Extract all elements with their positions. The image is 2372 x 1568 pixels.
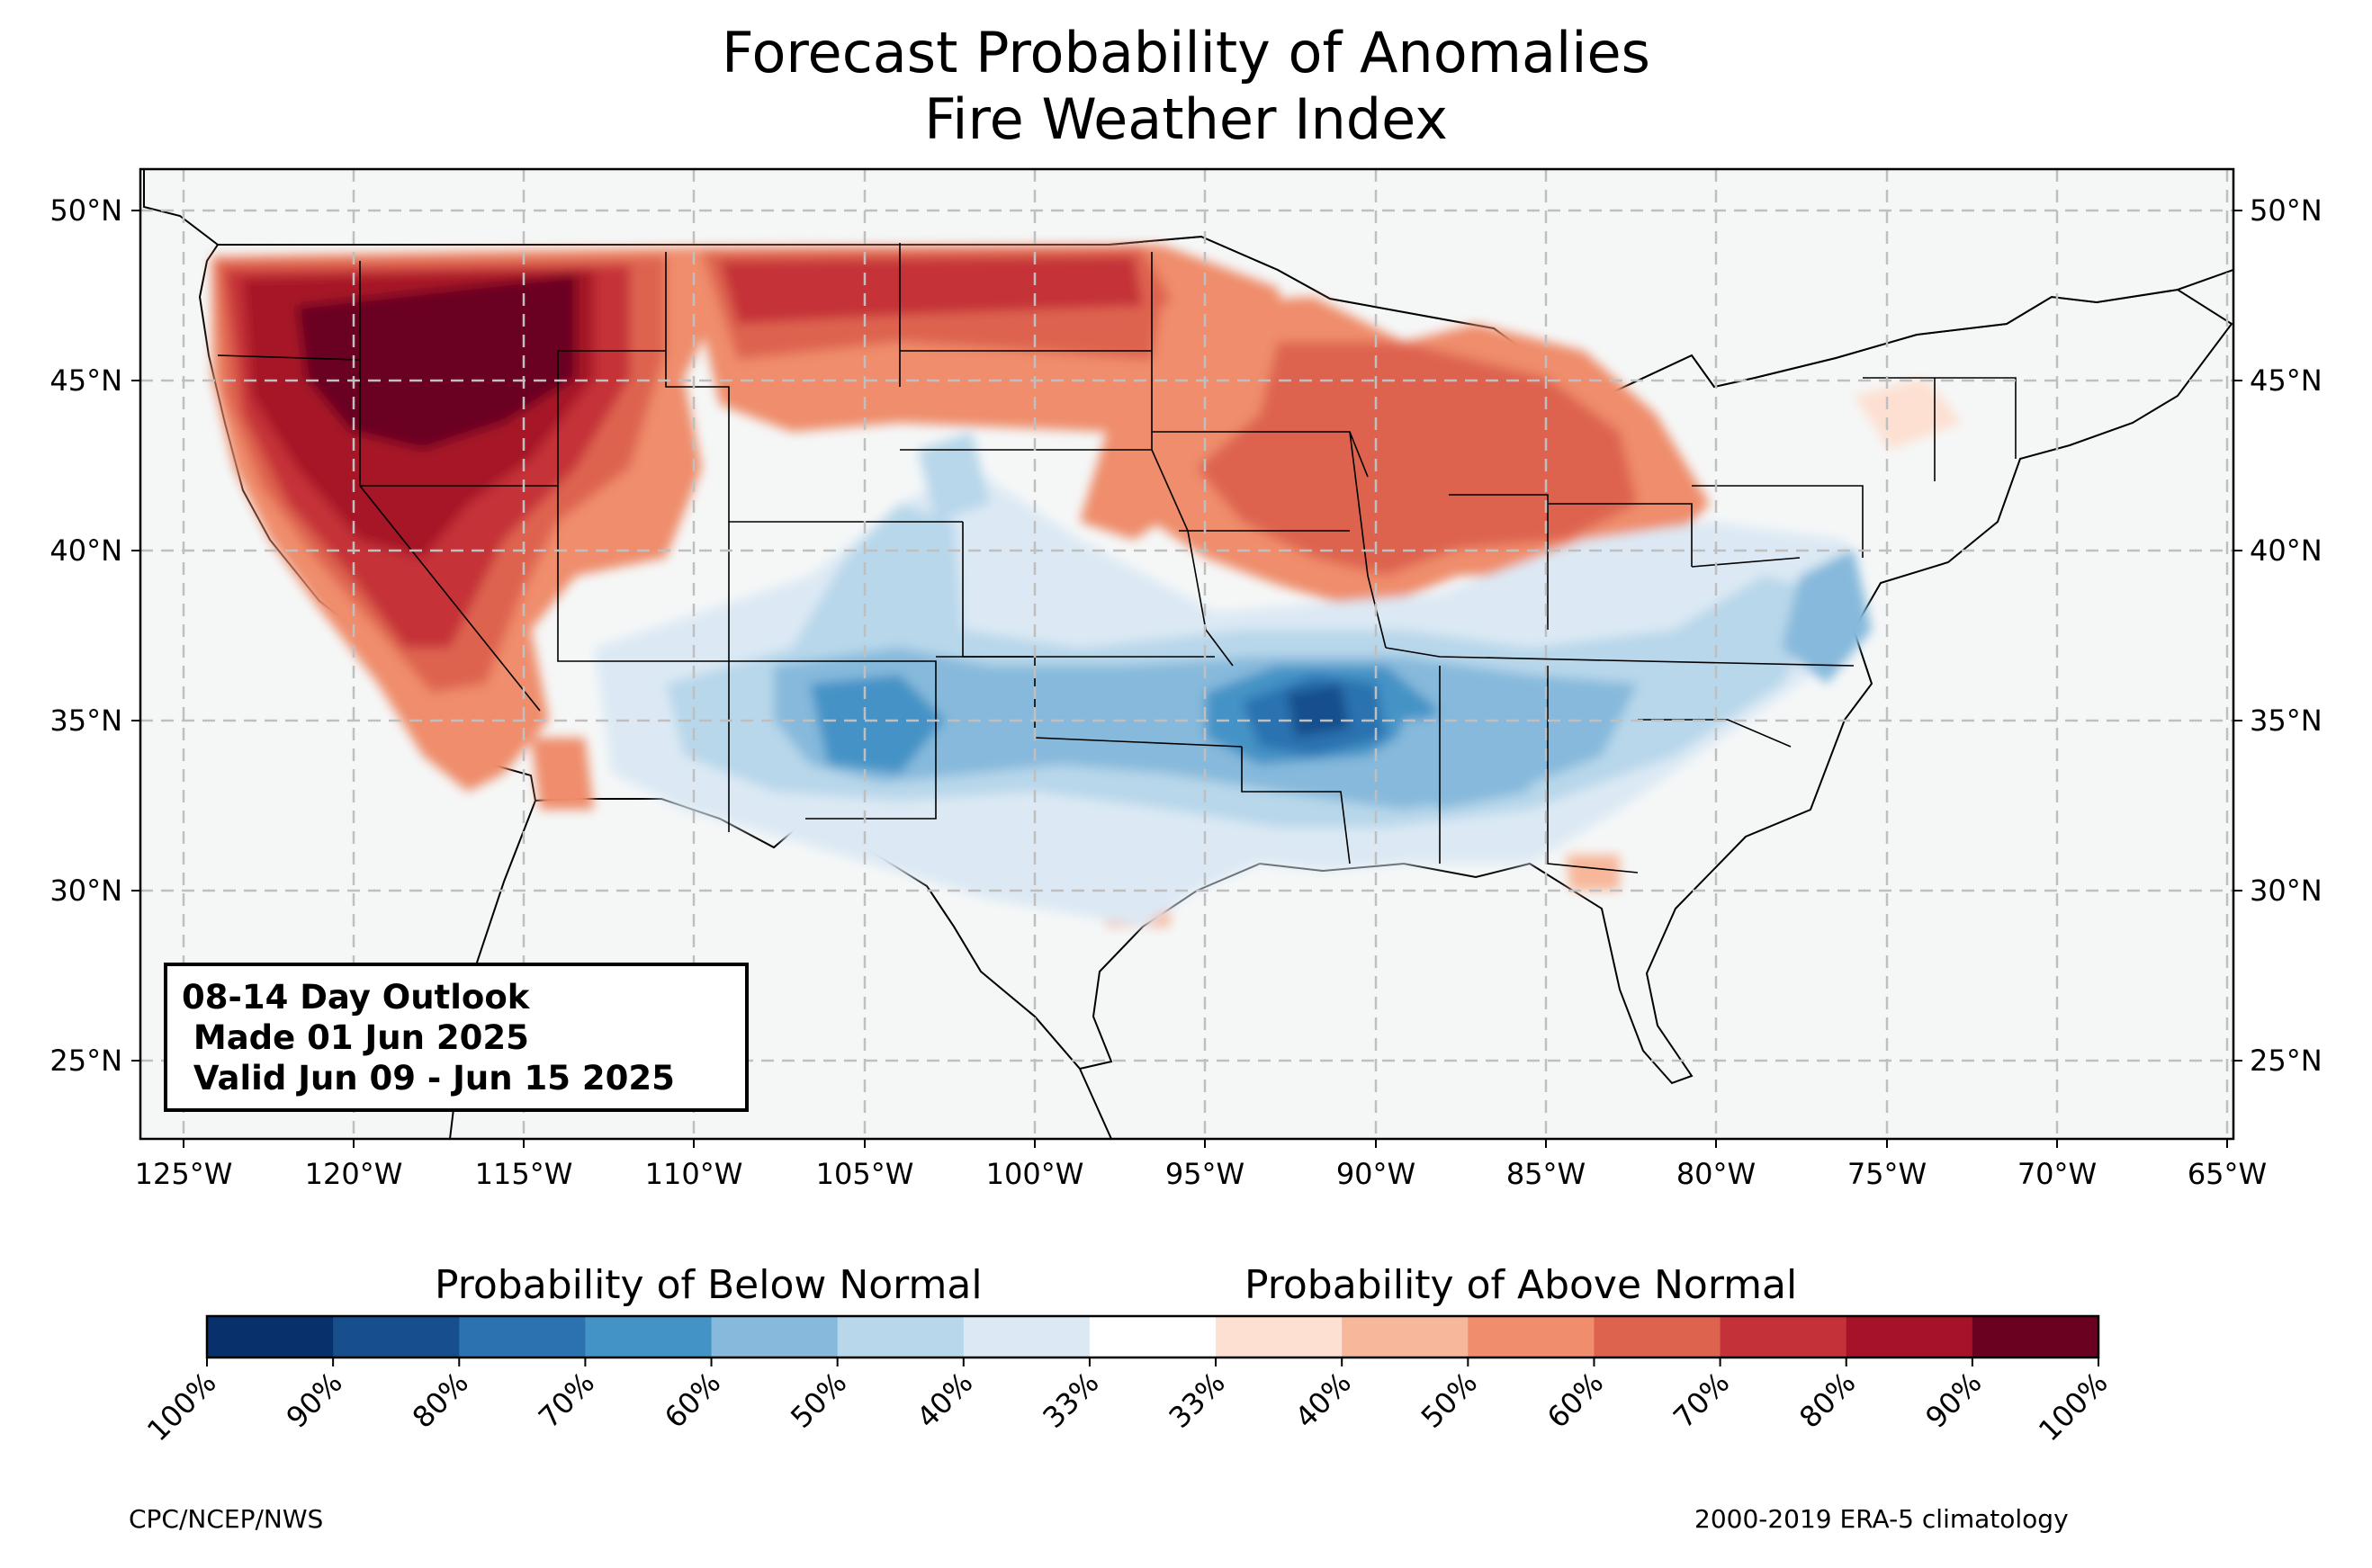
colorbar-tick-label: 60% [1541, 1366, 1610, 1435]
credit-climatology: 2000-2019 ERA-5 climatology [1694, 1504, 2069, 1534]
colorbar-swatch [837, 1316, 965, 1357]
colorbar-below-label: Probability of Below Normal [435, 1262, 983, 1308]
lat-tick-label: 40°N [49, 533, 122, 568]
lat-tick-label: 40°N [2250, 533, 2323, 568]
colorbar-tick-label: 70% [532, 1366, 601, 1435]
colorbar-tick-label: 80% [406, 1366, 475, 1435]
lon-tick-label: 110°W [645, 1157, 743, 1191]
colorbar-tick-label: 70% [1667, 1366, 1736, 1435]
colorbar-swatch [1720, 1316, 1847, 1357]
gridlines [140, 169, 2233, 1139]
colorbar-tick-label: 60% [658, 1366, 727, 1435]
lon-tick-label: 105°W [816, 1157, 914, 1191]
colorbar-swatch [1468, 1316, 1595, 1357]
colorbar-tick-label: 90% [280, 1366, 349, 1435]
credit-agency: CPC/NCEP/NWS [129, 1504, 324, 1534]
colorbar-tick-label: 100% [2032, 1366, 2115, 1448]
state-borders [217, 243, 2017, 874]
outlook-info-box: 08-14 Day Outlook Made 01 Jun 2025 Valid… [164, 963, 749, 1112]
lon-tick-label: 65°W [2188, 1157, 2267, 1191]
colorbar-tick-label: 33% [1163, 1366, 1232, 1435]
lat-tick-label: 50°N [49, 193, 122, 228]
colorbar-swatch [1846, 1316, 1973, 1357]
lat-tick-label: 25°N [2250, 1044, 2323, 1078]
lat-tick-label: 45°N [49, 363, 122, 398]
colorbar-swatch [459, 1316, 586, 1357]
lat-tick-labels-left: 50°N 45°N 40°N 35°N 30°N 25°N [49, 193, 122, 1078]
lon-tick-label: 75°W [1847, 1157, 1927, 1191]
colorbar-swatch [1594, 1316, 1721, 1357]
lat-tick-label: 35°N [2250, 703, 2323, 738]
lon-tick-label: 125°W [135, 1157, 233, 1191]
tick-marks [131, 210, 2242, 1148]
lat-tick-label: 50°N [2250, 193, 2323, 228]
map-title-line1: Forecast Probability of Anomalies [722, 20, 1650, 85]
colorbar-above-label: Probability of Above Normal [1244, 1262, 1798, 1308]
colorbar-tick-label: 80% [1792, 1366, 1862, 1435]
colorbar-tick-label: 50% [784, 1366, 853, 1435]
lat-tick-label: 30°N [49, 874, 122, 908]
outlook-valid-dates: Valid Jun 09 - Jun 15 2025 [182, 1059, 675, 1098]
outlook-period: 08-14 Day Outlook [182, 978, 530, 1017]
colorbar-tick-labels: 100% 90% 80% 70% 60% 50% 40% 33% 33% 40% 50% 60% 70%… [140, 1366, 2115, 1448]
lon-tick-label: 115°W [475, 1157, 573, 1191]
colorbar-frame [205, 1314, 2100, 1359]
lon-tick-label: 85°W [1506, 1157, 1586, 1191]
lon-tick-label: 95°W [1165, 1157, 1244, 1191]
outlook-made-date: Made 01 Jun 2025 [182, 1018, 529, 1057]
lon-tick-label: 70°W [2017, 1157, 2097, 1191]
colorbar-tick-label: 40% [1289, 1366, 1358, 1435]
lon-tick-label: 100°W [986, 1157, 1084, 1191]
colorbar-swatch [333, 1316, 460, 1357]
colorbar-swatch [585, 1316, 713, 1357]
lat-tick-label: 45°N [2250, 363, 2323, 398]
map-title-line2: Fire Weather Index [924, 86, 1448, 152]
colorbar-tick-label: 100% [140, 1366, 223, 1448]
colorbar-tick-label: 33% [1036, 1366, 1105, 1435]
lon-tick-label: 80°W [1676, 1157, 1756, 1191]
colorbar-tick-label: 90% [1918, 1366, 1988, 1435]
lat-tick-label: 30°N [2250, 874, 2323, 908]
lon-tick-label: 120°W [305, 1157, 403, 1191]
colorbar-swatch [1089, 1316, 1217, 1357]
lat-tick-labels-right: 50°N 45°N 40°N 35°N 30°N 25°N [2250, 193, 2323, 1078]
lon-tick-labels: 125°W 120°W 115°W 110°W 105°W 100°W 95°W… [135, 1157, 2268, 1191]
probability-shading [211, 245, 1962, 927]
colorbar-swatch [963, 1316, 1091, 1357]
map-frame [139, 167, 2235, 1141]
colorbar-tick-label: 40% [910, 1366, 979, 1435]
colorbar-swatch [1972, 1316, 2099, 1357]
colorbar [205, 1314, 2100, 1366]
colorbar-tick-label: 50% [1415, 1366, 1484, 1435]
colorbar-swatch [207, 1316, 334, 1357]
colorbar-swatch [1342, 1316, 1469, 1357]
colorbar-swatch [711, 1316, 839, 1357]
lon-tick-label: 90°W [1336, 1157, 1415, 1191]
lat-tick-label: 25°N [49, 1044, 122, 1078]
colorbar-swatch [1216, 1316, 1343, 1357]
lat-tick-label: 35°N [49, 703, 122, 738]
